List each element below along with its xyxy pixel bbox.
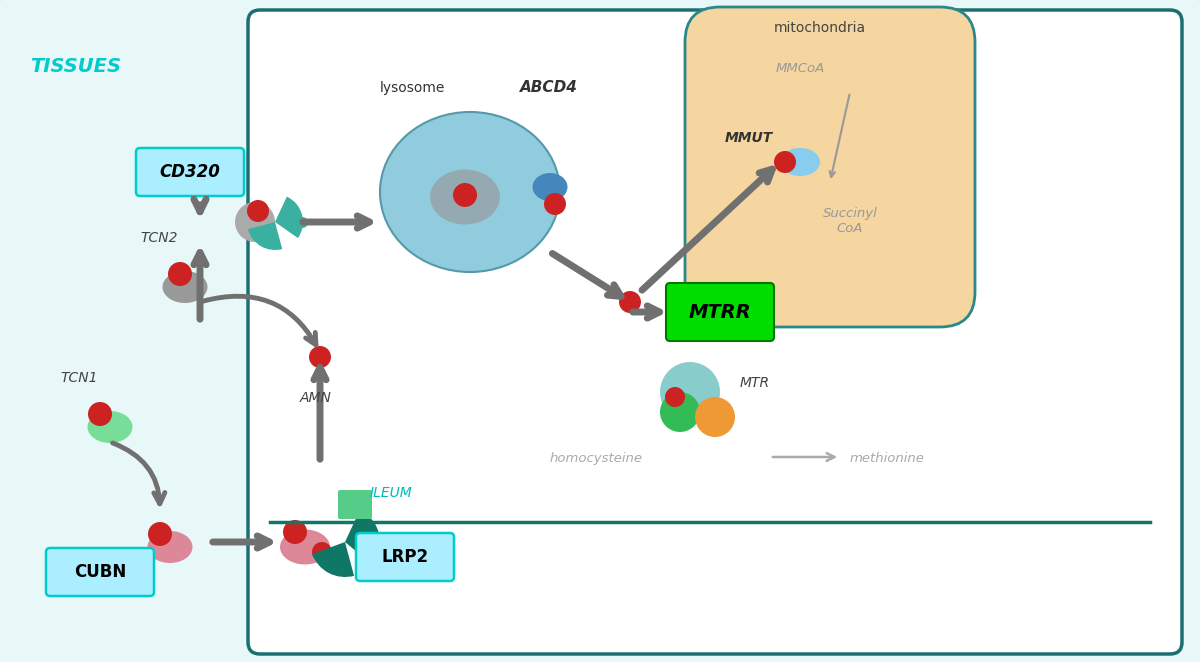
Circle shape bbox=[283, 520, 307, 544]
Circle shape bbox=[454, 183, 478, 207]
Circle shape bbox=[247, 200, 269, 222]
Text: methionine: methionine bbox=[850, 452, 925, 465]
Text: LRP2: LRP2 bbox=[382, 548, 428, 566]
FancyBboxPatch shape bbox=[666, 283, 774, 341]
Wedge shape bbox=[248, 222, 282, 250]
Circle shape bbox=[695, 397, 734, 437]
Text: ILEUM: ILEUM bbox=[370, 486, 413, 500]
Text: MMCoA: MMCoA bbox=[775, 62, 824, 75]
Circle shape bbox=[544, 193, 566, 215]
Circle shape bbox=[660, 392, 700, 432]
Text: TCN1: TCN1 bbox=[60, 371, 97, 385]
Text: MTR: MTR bbox=[740, 376, 770, 390]
FancyBboxPatch shape bbox=[685, 7, 974, 327]
Circle shape bbox=[168, 262, 192, 286]
FancyBboxPatch shape bbox=[46, 548, 154, 596]
FancyBboxPatch shape bbox=[356, 533, 454, 581]
Wedge shape bbox=[346, 510, 380, 565]
Wedge shape bbox=[275, 197, 302, 238]
FancyBboxPatch shape bbox=[248, 10, 1182, 654]
Circle shape bbox=[235, 202, 275, 242]
Text: Succinyl
CoA: Succinyl CoA bbox=[823, 207, 877, 235]
Text: MMUT: MMUT bbox=[725, 131, 773, 145]
Ellipse shape bbox=[280, 530, 330, 565]
Text: MTRR: MTRR bbox=[689, 303, 751, 322]
Wedge shape bbox=[312, 542, 354, 577]
Text: ABCD4: ABCD4 bbox=[520, 80, 578, 95]
Text: TCN2: TCN2 bbox=[140, 231, 178, 245]
FancyBboxPatch shape bbox=[338, 490, 372, 519]
Circle shape bbox=[148, 522, 172, 546]
Ellipse shape bbox=[533, 173, 568, 201]
Text: AMN: AMN bbox=[300, 391, 332, 405]
Circle shape bbox=[619, 291, 641, 313]
Ellipse shape bbox=[148, 531, 192, 563]
Ellipse shape bbox=[88, 411, 132, 443]
Circle shape bbox=[660, 362, 720, 422]
Text: homocysteine: homocysteine bbox=[550, 452, 643, 465]
Circle shape bbox=[312, 542, 332, 562]
Ellipse shape bbox=[780, 148, 820, 176]
FancyBboxPatch shape bbox=[136, 148, 244, 196]
Text: TISSUES: TISSUES bbox=[30, 57, 121, 76]
Ellipse shape bbox=[162, 271, 208, 303]
Circle shape bbox=[310, 346, 331, 368]
Text: CD320: CD320 bbox=[160, 163, 221, 181]
Text: CUBN: CUBN bbox=[74, 563, 126, 581]
Circle shape bbox=[774, 151, 796, 173]
Ellipse shape bbox=[430, 169, 500, 224]
Ellipse shape bbox=[380, 112, 560, 272]
Circle shape bbox=[665, 387, 685, 407]
Text: lysosome: lysosome bbox=[380, 81, 445, 95]
Text: mitochondria: mitochondria bbox=[774, 21, 866, 35]
Circle shape bbox=[88, 402, 112, 426]
